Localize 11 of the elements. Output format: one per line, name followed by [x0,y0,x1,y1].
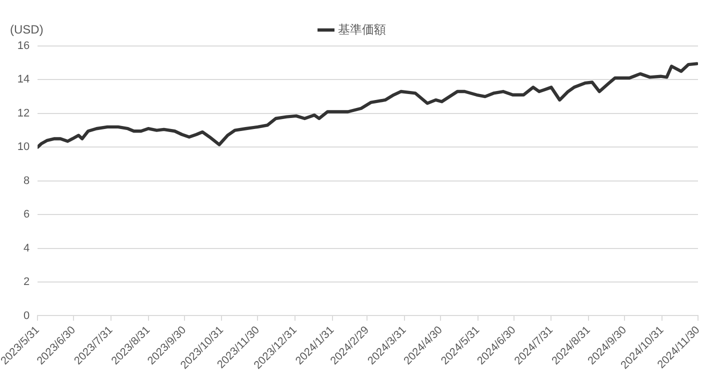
y-axis-title: (USD) [10,22,44,36]
y-tick-label: 6 [23,208,30,221]
y-tick-label: 4 [23,242,30,254]
y-tick-label: 16 [17,40,30,52]
y-tick-label: 10 [17,141,30,154]
y-tick-label: 12 [17,107,30,120]
legend-label: 基準価額 [338,22,386,36]
y-tick-label: 8 [23,174,30,187]
y-tick-label: 0 [23,310,30,322]
y-tick-label: 2 [23,276,30,288]
y-tick-label: 14 [17,74,30,86]
